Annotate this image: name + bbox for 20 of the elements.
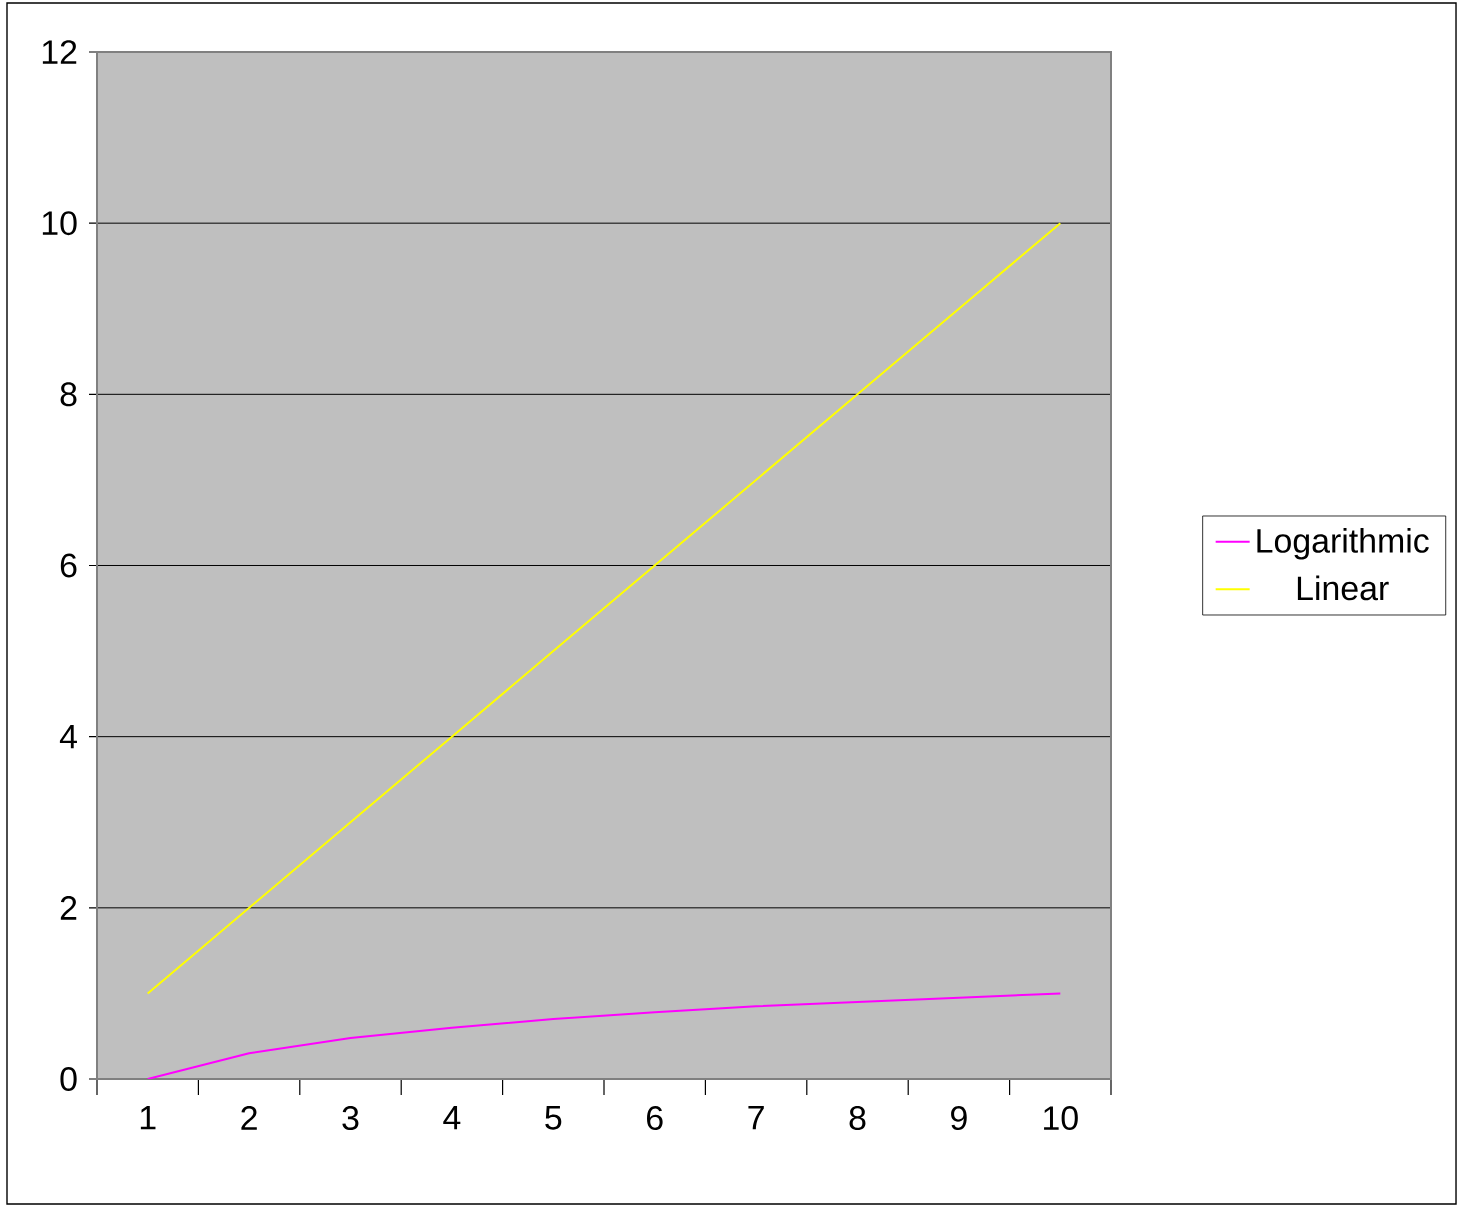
y-tick-label: 10 xyxy=(42,211,77,236)
x-tick-label: 8 xyxy=(849,1106,866,1131)
x-tick-label: 2 xyxy=(241,1106,257,1130)
x-tick-label: 4 xyxy=(443,1106,461,1130)
x-tick-label: 5 xyxy=(545,1106,562,1130)
legend-label: Logarithmic xyxy=(1257,527,1429,560)
x-tick-label: 6 xyxy=(647,1106,663,1131)
x-tick-label: 1 xyxy=(140,1106,156,1130)
y-tick-label: 0 xyxy=(60,1067,77,1091)
y-tick-label: 6 xyxy=(60,553,77,578)
x-tick-label: 7 xyxy=(748,1106,764,1130)
line-series xyxy=(146,992,1062,1079)
x-tick-label: 9 xyxy=(951,1106,967,1131)
x-tick-label: 3 xyxy=(342,1106,359,1131)
y-tick-label: 12 xyxy=(42,40,77,64)
legend-label: Linear xyxy=(1297,575,1389,601)
x-tick-label: 10 xyxy=(1044,1106,1078,1131)
y-tick-label: 8 xyxy=(60,382,77,407)
y-tick-label: 2 xyxy=(60,896,77,920)
y-tick-label: 4 xyxy=(59,725,77,749)
